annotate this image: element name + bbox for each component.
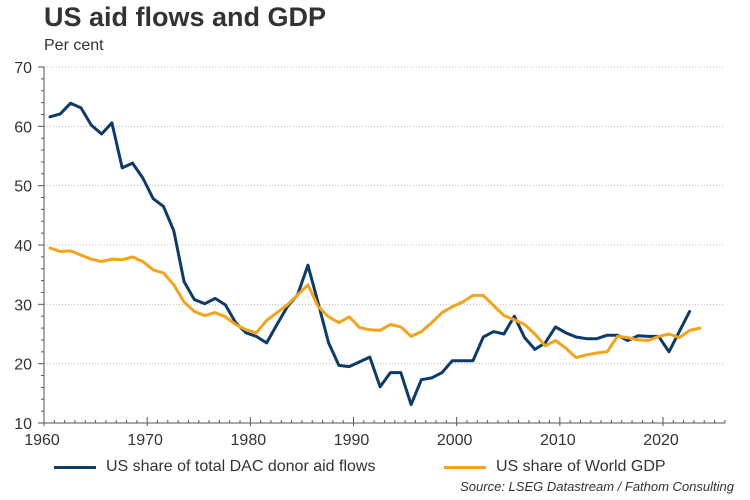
x-tick-label: 1980 xyxy=(231,432,267,449)
x-tick-label: 2020 xyxy=(643,432,679,449)
y-tick-label: 20 xyxy=(14,357,32,374)
x-tick-label: 1960 xyxy=(24,432,60,449)
series-lines xyxy=(48,101,702,407)
legend-swatch-aid xyxy=(54,465,96,469)
legend-label-aid: US share of total DAC donor aid flows xyxy=(106,458,376,475)
legend-label-gdp: US share of World GDP xyxy=(496,458,666,475)
source-note: Source: LSEG Datastream / Fathom Consult… xyxy=(460,479,734,494)
y-axis-label: Per cent xyxy=(44,37,104,54)
series-line-aid-flows xyxy=(48,101,692,407)
y-tick-label: 30 xyxy=(14,297,32,314)
x-tick-label: 1970 xyxy=(127,432,163,449)
y-tick-label: 40 xyxy=(14,238,32,255)
gridlines xyxy=(44,66,725,365)
y-tick-label: 50 xyxy=(14,179,32,196)
legend-item-gdp: US share of World GDP xyxy=(444,458,666,476)
x-tick-label: 1990 xyxy=(334,432,370,449)
x-tick-label: 2010 xyxy=(540,432,576,449)
y-tick-label: 70 xyxy=(14,60,32,77)
chart-title: US aid flows and GDP xyxy=(44,2,327,32)
x-tick-label: 2000 xyxy=(437,432,473,449)
y-tick-label: 60 xyxy=(14,119,32,136)
series-line-world-gdp xyxy=(48,246,702,360)
axes xyxy=(38,66,726,426)
legend-swatch-gdp xyxy=(444,465,486,469)
legend-item-aid: US share of total DAC donor aid flows xyxy=(54,458,375,476)
tick-labels: 10 20 30 40 50 60 70 1960 1970 1980 1990 2000 2010 20… xyxy=(14,60,679,449)
y-tick-label: 10 xyxy=(14,416,32,433)
